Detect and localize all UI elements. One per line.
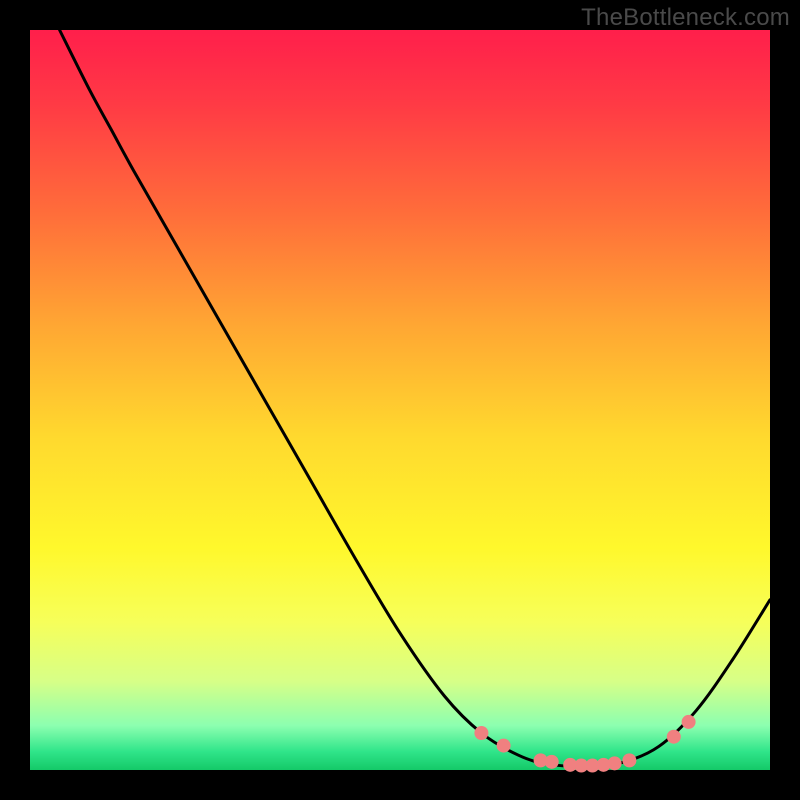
chart-root: TheBottleneck.com — [0, 0, 800, 800]
marker-point — [682, 715, 696, 729]
marker-point — [474, 726, 488, 740]
marker-point — [622, 753, 636, 767]
plot-background — [30, 30, 770, 770]
marker-point — [497, 739, 511, 753]
marker-point — [667, 730, 681, 744]
marker-point — [608, 756, 622, 770]
watermark-text: TheBottleneck.com — [581, 4, 790, 32]
marker-point — [545, 755, 559, 769]
chart-svg — [0, 0, 800, 800]
